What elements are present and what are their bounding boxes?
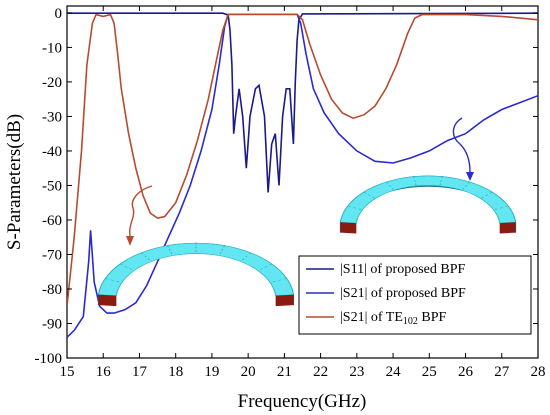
x-tick-label: 26	[458, 364, 474, 380]
annotation-arrow-proposed	[452, 117, 471, 173]
arrowhead-proposed	[466, 172, 474, 181]
series-line-3	[67, 13, 538, 307]
y-tick-label: -90	[42, 316, 62, 332]
y-tick-label: -30	[42, 109, 62, 125]
y-axis-ticks: 0 -10 -20 -30 -40 -50 -60 -70 -80 -90 -100	[35, 6, 538, 367]
x-tick-label: 21	[277, 364, 292, 380]
legend-label-3: |S21| of TE102 BPF	[340, 310, 447, 327]
filter-illustrations	[97, 175, 517, 307]
x-axis-ticks: 15 16 17 18 19 20 21 22 23 24 25 26 27 28	[60, 6, 546, 380]
y-tick-label: -60	[42, 213, 62, 229]
x-tick-label: 24	[386, 364, 402, 380]
x-tick-label: 19	[204, 364, 219, 380]
x-tick-label: 28	[531, 364, 546, 380]
legend-box	[298, 255, 532, 335]
annotation-layer	[126, 117, 474, 246]
large-filter-illustration	[97, 242, 295, 307]
x-tick-label: 27	[494, 364, 510, 380]
y-tick-label: -70	[42, 247, 62, 263]
y-tick-label: 0	[55, 6, 63, 22]
legend: |S11| of proposed BPF |S21| of proposed B…	[298, 255, 532, 335]
x-tick-label: 23	[349, 364, 364, 380]
legend-label-2: |S21| of proposed BPF	[340, 286, 466, 301]
y-tick-label: -80	[42, 282, 62, 298]
y-tick-label: -50	[42, 178, 62, 194]
legend-label-1: |S11| of proposed BPF	[340, 262, 465, 277]
annotation-arrow-te102	[128, 185, 153, 237]
y-tick-label: -100	[35, 351, 63, 367]
y-axis-title: S-Parameters(dB)	[4, 114, 25, 250]
series-line-2	[67, 13, 538, 338]
x-tick-label: 16	[96, 364, 112, 380]
series-layer	[67, 12, 538, 338]
y-tick-label: -40	[42, 144, 62, 160]
series-line-1	[67, 12, 538, 193]
y-tick-label: -10	[42, 40, 62, 56]
small-filter-illustration	[339, 175, 517, 234]
x-tick-label: 25	[422, 364, 437, 380]
arrowhead-te102	[126, 236, 134, 246]
x-tick-label: 22	[313, 364, 328, 380]
y-tick-label: -20	[42, 75, 62, 91]
x-tick-label: 15	[60, 364, 75, 380]
x-tick-label: 17	[132, 364, 148, 380]
x-tick-label: 18	[168, 364, 183, 380]
x-axis-title: Frequency(GHz)	[238, 391, 367, 412]
plot-frame	[66, 5, 539, 359]
x-tick-label: 20	[241, 364, 256, 380]
